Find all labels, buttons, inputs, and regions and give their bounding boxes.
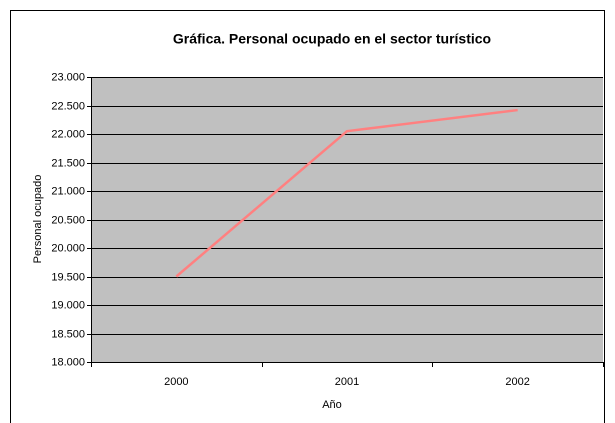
x-tick-label: 2002 bbox=[505, 376, 529, 388]
x-axis-label: Año bbox=[322, 399, 342, 411]
x-tick-label: 2000 bbox=[164, 376, 188, 388]
y-tick-label: 18.000 bbox=[51, 356, 85, 368]
y-tick-label: 23.000 bbox=[51, 71, 85, 83]
y-tick-label: 19.500 bbox=[51, 271, 85, 283]
y-tick-label: 19.000 bbox=[51, 299, 85, 311]
y-tick-label: 20.000 bbox=[51, 242, 85, 254]
y-tick-label: 21.500 bbox=[51, 157, 85, 169]
data-line bbox=[175, 108, 518, 278]
y-tick-label: 21.000 bbox=[51, 185, 85, 197]
plot-area bbox=[91, 77, 603, 362]
y-tick-label: 22.000 bbox=[51, 128, 85, 140]
x-tick-label: 2001 bbox=[335, 376, 359, 388]
y-axis-label: Personal ocupado bbox=[32, 175, 44, 264]
y-tick-label: 22.500 bbox=[51, 100, 85, 112]
y-tick-label: 20.500 bbox=[51, 214, 85, 226]
y-tick-label: 18.500 bbox=[51, 328, 85, 340]
chart-title: Gráfica. Personal ocupado en el sector t… bbox=[173, 31, 491, 47]
